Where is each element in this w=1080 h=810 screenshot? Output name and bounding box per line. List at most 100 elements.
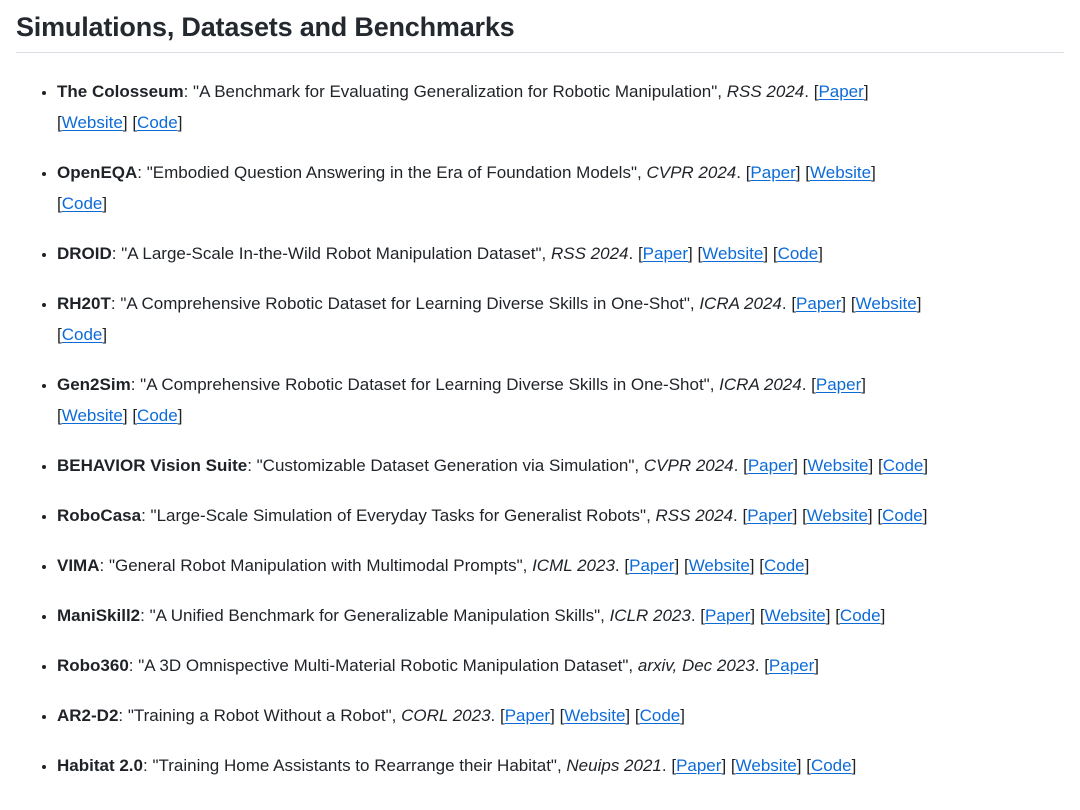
publication-name: VIMA xyxy=(57,556,100,575)
close-bracket: ] xyxy=(177,113,183,132)
link-paper[interactable]: Paper xyxy=(747,506,793,525)
publication-title: "General Robot Manipulation with Multimo… xyxy=(108,556,523,575)
close-bracket: ] xyxy=(102,325,108,344)
link-paper[interactable]: Paper xyxy=(796,294,842,313)
separator-colon: : xyxy=(99,556,109,575)
link-paper[interactable]: Paper xyxy=(768,656,815,675)
link-website[interactable]: Website xyxy=(764,606,826,625)
open-bracket: [ xyxy=(700,606,706,625)
separator-colon: : xyxy=(137,163,147,182)
open-bracket: [ xyxy=(850,294,856,313)
link-code[interactable]: Code xyxy=(839,606,881,625)
publication-title: "A Comprehensive Robotic Dataset for Lea… xyxy=(120,294,690,313)
open-bracket: [ xyxy=(877,456,883,475)
open-bracket: [ xyxy=(683,556,689,575)
link-code[interactable]: Code xyxy=(882,456,924,475)
publication-list: The Colosseum: "A Benchmark for Evaluati… xyxy=(16,76,1064,781)
publication-name: DROID xyxy=(57,244,112,263)
separator-comma: , xyxy=(556,756,567,775)
list-item: RH20T: "A Comprehensive Robotic Dataset … xyxy=(57,288,1064,350)
publication-name: OpenEQA xyxy=(57,163,138,182)
publication-name: Robo360 xyxy=(57,656,129,675)
publication-title: "A 3D Omnispective Multi-Material Roboti… xyxy=(138,656,629,675)
open-bracket: [ xyxy=(57,113,62,132)
publication-venue: CVPR 2024 xyxy=(643,456,734,475)
publication-venue: ICML 2023 xyxy=(532,556,615,575)
publication-title: "Training a Robot Without a Robot" xyxy=(127,706,392,725)
publication-venue: RSS 2024 xyxy=(726,82,805,101)
link-website[interactable]: Website xyxy=(806,506,868,525)
link-code[interactable]: Code xyxy=(810,756,852,775)
publication-name: Gen2Sim xyxy=(57,375,131,394)
link-code[interactable]: Code xyxy=(639,706,681,725)
separator-period: . xyxy=(628,244,638,263)
close-bracket: ] xyxy=(102,194,108,213)
link-code[interactable]: Code xyxy=(882,506,923,525)
link-paper[interactable]: Paper xyxy=(750,163,796,182)
list-item: The Colosseum: "A Benchmark for Evaluati… xyxy=(57,76,1064,138)
close-bracket: ] xyxy=(122,113,128,132)
link-website[interactable]: Website xyxy=(855,294,917,313)
publication-name: The Colosseum xyxy=(57,82,184,101)
list-item: Habitat 2.0: "Training Home Assistants t… xyxy=(57,750,1064,781)
separator-colon: : xyxy=(111,244,122,263)
open-bracket: [ xyxy=(57,194,62,213)
link-code[interactable]: Code xyxy=(764,556,805,575)
link-code[interactable]: Code xyxy=(137,406,178,425)
separator-period: . xyxy=(733,506,743,525)
open-bracket: [ xyxy=(835,606,840,625)
link-website[interactable]: Website xyxy=(807,456,869,475)
link-paper[interactable]: Paper xyxy=(815,375,862,394)
open-bracket: [ xyxy=(743,456,748,475)
close-bracket: ] xyxy=(916,294,922,313)
link-paper[interactable]: Paper xyxy=(629,556,675,575)
link-website[interactable]: Website xyxy=(702,244,764,263)
publication-venue: ICRA 2024 xyxy=(719,375,802,394)
link-paper[interactable]: Paper xyxy=(705,606,751,625)
link-code[interactable]: Code xyxy=(137,113,178,132)
publication-title: "A Unified Benchmark for Generalizable M… xyxy=(149,606,601,625)
separator-comma: , xyxy=(689,294,700,313)
link-paper[interactable]: Paper xyxy=(818,82,864,101)
link-website[interactable]: Website xyxy=(810,163,872,182)
link-code[interactable]: Code xyxy=(777,244,819,263)
close-bracket: ] xyxy=(861,375,866,394)
page-title: Simulations, Datasets and Benchmarks xyxy=(16,12,1064,53)
open-bracket: [ xyxy=(813,82,819,101)
close-bracket: ] xyxy=(795,163,801,182)
separator-period: . xyxy=(781,294,792,313)
publication-venue: arxiv, Dec 2023 xyxy=(637,656,755,675)
close-bracket: ] xyxy=(122,406,128,425)
open-bracket: [ xyxy=(132,113,138,132)
open-bracket: [ xyxy=(745,163,751,182)
link-paper[interactable]: Paper xyxy=(747,456,794,475)
separator-period: . xyxy=(736,163,746,182)
list-item: OpenEQA: "Embodied Question Answering in… xyxy=(57,157,1064,219)
link-website[interactable]: Website xyxy=(735,756,797,775)
link-code[interactable]: Code xyxy=(61,325,103,344)
close-bracket: ] xyxy=(550,706,555,725)
link-code[interactable]: Code xyxy=(61,194,103,213)
open-bracket: [ xyxy=(57,406,62,425)
link-website[interactable]: Website xyxy=(564,706,626,725)
link-paper[interactable]: Paper xyxy=(504,706,551,725)
separator-comma: , xyxy=(522,556,533,575)
separator-comma: , xyxy=(628,656,638,675)
link-website[interactable]: Website xyxy=(61,113,123,132)
publication-venue: CORL 2023 xyxy=(401,706,491,725)
close-bracket: ] xyxy=(814,656,820,675)
separator-period: . xyxy=(490,706,500,725)
publication-venue: CVPR 2024 xyxy=(646,163,737,182)
list-item: ManiSkill2: "A Unified Benchmark for Gen… xyxy=(57,600,1064,631)
close-bracket: ] xyxy=(792,506,798,525)
link-paper[interactable]: Paper xyxy=(642,244,689,263)
open-bracket: [ xyxy=(697,244,703,263)
close-bracket: ] xyxy=(750,606,756,625)
link-website[interactable]: Website xyxy=(61,406,123,425)
link-website[interactable]: Website xyxy=(688,556,750,575)
publication-name: RoboCasa xyxy=(57,506,142,525)
open-bracket: [ xyxy=(559,706,565,725)
close-bracket: ] xyxy=(868,456,874,475)
separator-colon: : xyxy=(141,506,151,525)
link-paper[interactable]: Paper xyxy=(676,756,722,775)
